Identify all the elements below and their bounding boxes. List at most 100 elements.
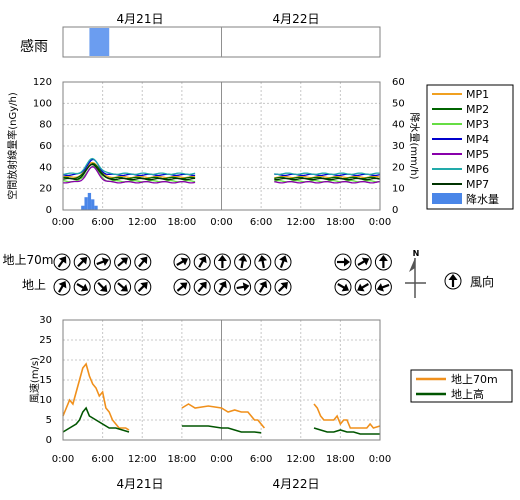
wind-speed-x-tick: 18:00 [326, 454, 355, 465]
precip-bar [87, 192, 92, 210]
date-label-bottom-1: 4月21日 [117, 477, 164, 491]
wind-speed-series [62, 362, 381, 435]
wind-arrow-lower [193, 278, 211, 296]
legend-label-mp7: MP7 [466, 178, 489, 191]
wind-arrow-lower [173, 278, 191, 296]
radiation-x-tick: 12:00 [286, 217, 315, 228]
precip-y-tick: 40 [392, 120, 405, 131]
radiation-y-title: 空間放射線量率(nGy/h) [6, 92, 19, 200]
legend-label-mp1: MP1 [466, 88, 489, 101]
rain-sense-bar-0 [89, 28, 110, 56]
radiation-series-mp7 [274, 177, 381, 181]
radiation-y-tick: 120 [33, 77, 52, 88]
wind-arrow-lower [354, 278, 372, 296]
radiation-x-tick: 6:00 [91, 217, 113, 228]
wind-speed-x-tick: 0:00 [52, 454, 74, 465]
precip-y-tick: 60 [392, 77, 405, 88]
wind-speed-x-tick: 6:00 [91, 454, 113, 465]
radiation-x-tick: 18:00 [326, 217, 355, 228]
wind-arrow-lower [53, 278, 71, 296]
radiation-frame [62, 81, 381, 211]
precip-y-ticks: 0 10 20 30 40 50 60 [392, 77, 405, 216]
wind-speed-y-tick: 25 [39, 335, 52, 346]
wind-speed-y-tick: 0 [46, 435, 52, 446]
legend-label-mp4: MP4 [466, 133, 489, 146]
wind-speed-legend-frame [410, 369, 513, 403]
radiation-y-tick: 80 [39, 120, 52, 131]
wind-speed-x-ticks: 0:00 6:00 12:00 18:00 0:00 6:00 12:00 18:00 0:00 [52, 454, 391, 465]
wind-legend-arrow [444, 272, 462, 290]
radiation-series-mp7 [62, 163, 196, 181]
wind-speed-y-tick: 15 [39, 375, 52, 386]
wind-speed-series-1 [313, 427, 380, 435]
radiation-y-tick: 40 [39, 162, 52, 173]
wind-arrow-upper [73, 253, 91, 271]
radiation-y-tick: 0 [46, 205, 52, 216]
wind-arrow-lower [254, 278, 272, 296]
wind-speed-y-title: 風速(m/s) [29, 357, 41, 403]
radiation-x-tick: 6:00 [250, 217, 272, 228]
wind-speed-y-tick: 5 [46, 415, 52, 426]
wind-arrow-lower [73, 278, 91, 296]
radiation-x-tick: 12:00 [128, 217, 157, 228]
wind-speed-x-tick: 18:00 [167, 454, 196, 465]
wind-arrow-lower [334, 278, 352, 296]
wind-speed-x-tick: 0:00 [210, 454, 232, 465]
radiation-legend-frame [426, 84, 514, 210]
wind-speed-y-ticks: 0 5 10 15 20 25 30 [39, 315, 52, 446]
wind-arrow-upper [173, 253, 191, 271]
wind-speed-series-0 [181, 403, 266, 429]
wind-arrow-upper [213, 253, 231, 271]
date-label-top-1: 4月21日 [117, 12, 164, 26]
wind-speed-x-tick: 12:00 [128, 454, 157, 465]
radiation-series-mp5 [62, 165, 196, 184]
north-indicator: N [405, 249, 426, 298]
legend-label-mp3: MP3 [466, 118, 489, 131]
wind-speed-series-0 [62, 362, 130, 431]
wind-arrow-upper [234, 253, 252, 271]
radiation-y-tick: 60 [39, 141, 52, 152]
radiation-series [62, 157, 381, 184]
date-label-bottom-2: 4月22日 [273, 477, 320, 491]
wind-speed-x-tick: 6:00 [250, 454, 272, 465]
wind-arrow-lower [134, 278, 152, 296]
radiation-series-mp4 [274, 173, 381, 177]
radiation-grid [63, 82, 380, 210]
radiation-series-mp6 [62, 157, 196, 176]
wind-speed-series-1 [62, 406, 130, 433]
wind-arrow-upper [354, 253, 372, 271]
precip-bar [84, 197, 88, 210]
wind-arrow-upper [274, 253, 292, 271]
radiation-x-tick: 0:00 [210, 217, 232, 228]
wind-speed-x-tick: 0:00 [369, 454, 391, 465]
wind-row-label-lower: 地上 [22, 278, 46, 292]
date-label-top-2: 4月22日 [273, 12, 320, 26]
radiation-series-mp4 [62, 158, 196, 177]
wind-speed-frame [62, 319, 381, 441]
north-label: N [413, 249, 420, 258]
wind-direction-arrows [53, 253, 392, 296]
wind-arrow-lower [114, 278, 132, 296]
radiation-x-tick: 0:00 [369, 217, 391, 228]
wind-arrow-upper [334, 253, 352, 271]
legend-label-mp5: MP5 [466, 148, 489, 161]
wind-arrow-lower [234, 278, 252, 296]
wind-legend-arrow-icon [444, 272, 462, 290]
legend-swatch-precip [432, 193, 462, 204]
radiation-y-tick: 20 [39, 184, 52, 195]
wind-arrow-upper [114, 253, 132, 271]
wind-speed-y-tick: 30 [39, 315, 52, 326]
wind-arrow-upper [53, 253, 71, 271]
radiation-series-mp1 [274, 175, 381, 179]
precip-y-title: 降水量(mm/h) [408, 113, 421, 180]
wind-speed-y-tick: 20 [39, 355, 52, 366]
precipitation-bars [81, 192, 98, 210]
precip-y-tick: 0 [392, 205, 398, 216]
wind-speed-series-0 [313, 403, 381, 429]
precip-bar [94, 205, 98, 210]
precip-y-tick: 10 [392, 184, 405, 195]
wind-row-label-upper: 地上70m [3, 253, 54, 267]
precip-y-tick: 20 [392, 162, 405, 173]
